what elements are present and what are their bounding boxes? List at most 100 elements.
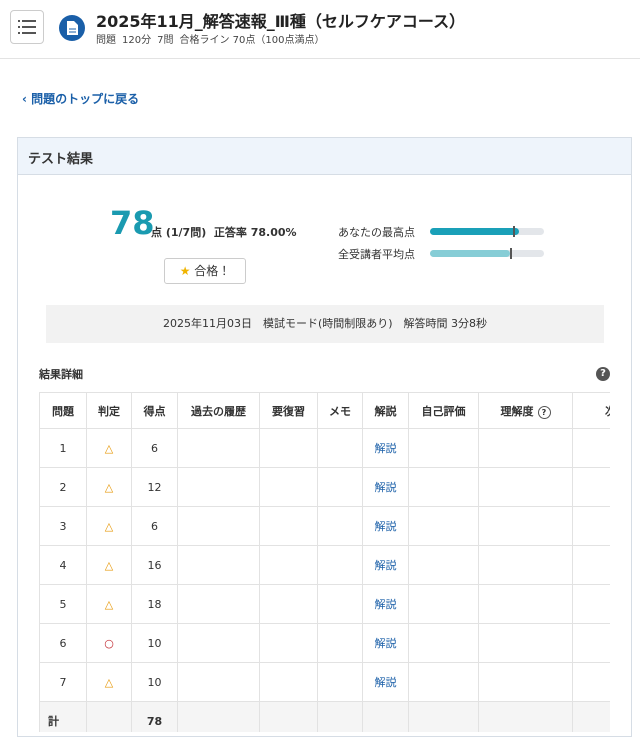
column-header: 理解度?: [478, 392, 573, 429]
empty-cell: [478, 662, 573, 702]
empty-cell: [408, 623, 479, 663]
empty-cell: [572, 662, 610, 702]
question-no: 1: [39, 428, 87, 468]
bar-fill: [430, 228, 519, 235]
explanation-link[interactable]: 解説: [362, 662, 409, 702]
menu-button[interactable]: [10, 10, 44, 44]
star: ★: [179, 264, 191, 278]
result-card: テスト結果 78 点 (1/7問) 正答率 78.00% ★ 合格！ あなたの最…: [17, 137, 632, 737]
empty-cell: [478, 623, 573, 663]
empty-cell: [478, 701, 573, 732]
total-label: 計: [39, 701, 87, 732]
question-no: 2: [39, 467, 87, 507]
column-label: 判定: [98, 404, 120, 418]
column-label: 自己評価: [421, 404, 466, 418]
pass-badge: ★ 合格！: [164, 258, 246, 284]
explanation-link[interactable]: 解説: [362, 467, 409, 507]
column-label: 解説: [374, 404, 397, 418]
result-row: 7 △ 10 解説: [39, 662, 610, 702]
score: 10: [131, 623, 178, 663]
explanation-link[interactable]: 解説: [362, 428, 409, 468]
empty-cell: [317, 701, 363, 732]
empty-cell: [317, 545, 363, 585]
column-header: 過去の履歴: [177, 392, 260, 429]
chevron: ‹: [22, 92, 32, 106]
empty-cell: [572, 623, 610, 663]
question-no: 3: [39, 506, 87, 546]
back-link-text[interactable]: 問題のトップに戻る: [31, 92, 140, 106]
bar-track: [430, 226, 544, 237]
empty-cell: [408, 428, 479, 468]
empty-cell: [177, 662, 260, 702]
menu-icon: [18, 20, 36, 34]
empty-cell: [259, 506, 318, 546]
judgement: ○: [86, 623, 132, 663]
result-row: 3 △ 6 解説: [39, 506, 610, 546]
column-header: 問題: [39, 392, 87, 429]
column-header: 解説: [362, 392, 409, 429]
column-label: 過去の履歴: [191, 404, 246, 418]
empty-cell: [177, 467, 260, 507]
empty-cell: [317, 662, 363, 702]
bar-track: [430, 248, 544, 259]
empty-cell: [408, 584, 479, 624]
empty-cell: [408, 545, 479, 585]
help-icon[interactable]: ?: [596, 367, 610, 381]
empty-cell: [317, 428, 363, 468]
empty-cell: [362, 701, 409, 732]
accuracy: 正答率 78.00%: [213, 226, 297, 239]
column-label: 理解度: [500, 404, 534, 418]
result-row: 4 △ 16 解説: [39, 545, 610, 585]
empty-cell: [177, 506, 260, 546]
empty-cell: [572, 584, 610, 624]
details-title: 結果詳細: [39, 368, 83, 381]
empty-cell: [478, 467, 573, 507]
total-row: 計 78: [39, 701, 610, 732]
judgement: △: [86, 428, 132, 468]
score: 6: [131, 506, 178, 546]
bar-label: 全受講者平均点: [338, 248, 415, 261]
question-no: 4: [39, 545, 87, 585]
back-link[interactable]: ‹ 問題のトップに戻る: [22, 90, 139, 107]
empty-cell: [408, 701, 479, 732]
explanation-link[interactable]: 解説: [362, 584, 409, 624]
empty-cell: [259, 545, 318, 585]
score-info: 点 (1/7問) 正答率 78.00%: [151, 224, 297, 240]
empty-cell: [177, 623, 260, 663]
question-no: 7: [39, 662, 87, 702]
empty-cell: [259, 701, 318, 732]
judgement: △: [86, 545, 132, 585]
empty-cell: [86, 701, 132, 732]
help-icon[interactable]: ?: [537, 405, 551, 419]
explanation-link[interactable]: 解説: [362, 506, 409, 546]
score: 10: [131, 662, 178, 702]
column-label: 得点: [143, 404, 166, 418]
empty-cell: [177, 701, 260, 732]
column-label: メモ: [329, 404, 351, 418]
column-header: 次回: [572, 392, 610, 429]
empty-cell: [478, 506, 573, 546]
result-row: 2 △ 12 解説: [39, 467, 610, 507]
page-title: 2025年11月_解答速報_Ⅲ種（セルフケアコース）: [96, 12, 466, 31]
score: 16: [131, 545, 178, 585]
empty-cell: [317, 506, 363, 546]
card-title: テスト結果: [28, 152, 94, 167]
empty-cell: [572, 545, 610, 585]
score-unit: 点: [151, 226, 162, 239]
result-row: 6 ○ 10 解説: [39, 623, 610, 663]
empty-cell: [478, 545, 573, 585]
column-header: 得点: [131, 392, 178, 429]
result-row: 5 △ 18 解説: [39, 584, 610, 624]
results-table: 問題判定得点過去の履歴要復習メモ解説自己評価理解度?次回1△6解説2△12解説3…: [39, 392, 610, 732]
column-label: 要復習: [272, 404, 305, 418]
header: 2025年11月_解答速報_Ⅲ種（セルフケアコース） 問題 120分 7問 合格ライン…: [0, 0, 640, 59]
score: 12: [131, 467, 178, 507]
bar-marker: [513, 226, 516, 237]
empty-cell: [317, 623, 363, 663]
judgement: △: [86, 506, 132, 546]
empty-cell: [317, 584, 363, 624]
empty-cell: [259, 584, 318, 624]
explanation-link[interactable]: 解説: [362, 545, 409, 585]
explanation-link[interactable]: 解説: [362, 623, 409, 663]
